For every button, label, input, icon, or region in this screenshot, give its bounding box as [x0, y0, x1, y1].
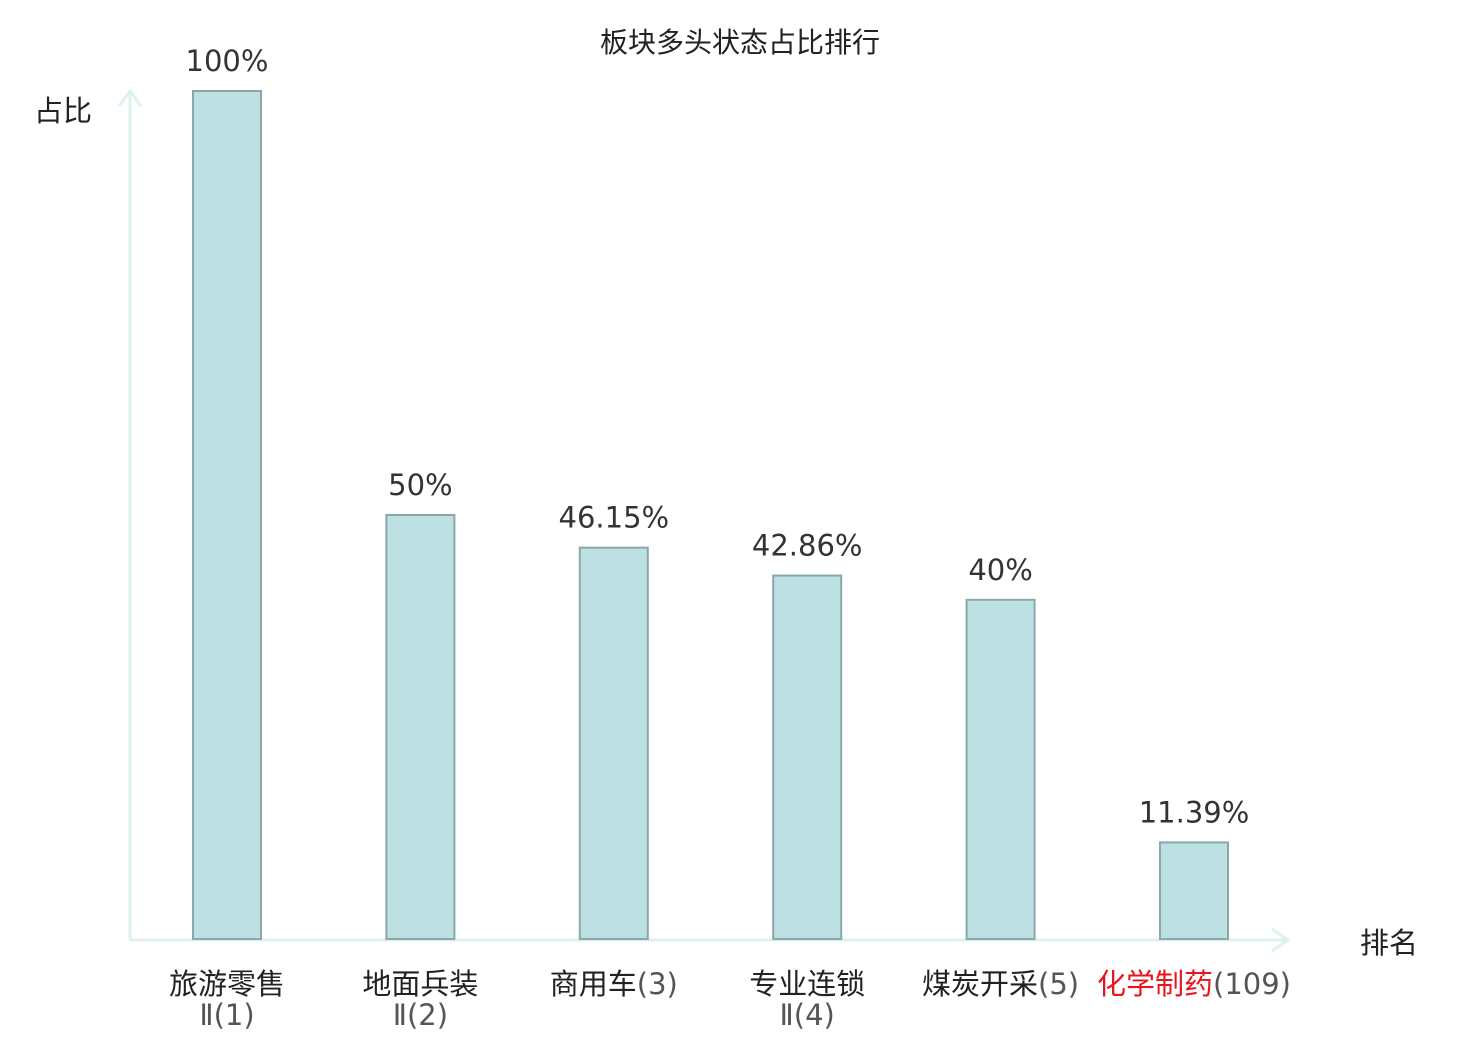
value-label-5: 40%: [968, 553, 1032, 587]
y-axis-title: 占比: [34, 94, 92, 128]
bar-5: [965, 598, 1036, 940]
axes: [117, 88, 1291, 953]
category-rank-2: Ⅱ(2): [393, 998, 448, 1032]
category-name-3: 商用车: [550, 967, 637, 1001]
category-name-4: 专业连锁: [749, 967, 865, 1001]
category-name-2: 地面兵装: [362, 967, 478, 1001]
value-label-2: 50%: [388, 468, 452, 502]
category-name-5: 煤炭开采: [922, 967, 1038, 1001]
category-label-5: 煤炭开采(5): [922, 967, 1079, 1001]
category-rank-5: (5): [1038, 967, 1079, 1001]
bar-1: [192, 90, 262, 940]
category-label-3: 商用车(3): [550, 967, 678, 1001]
value-label-1: 100%: [186, 44, 269, 78]
value-label-6: 11.39%: [1139, 795, 1250, 829]
bar-3: [578, 546, 649, 940]
category-label-6: 化学制药(109): [1097, 967, 1291, 1001]
category-rank-4: Ⅱ(4): [780, 998, 835, 1032]
value-label-4: 42.86%: [752, 529, 863, 563]
x-axis-arrow-icon: [1271, 927, 1291, 953]
bar-4: [772, 574, 843, 940]
x-axis-title: 排名: [1360, 926, 1418, 960]
value-labels-group: 100% 50% 46.15% 42.86% 40% 11.39%: [186, 44, 1250, 829]
category-rank-3: (3): [637, 967, 678, 1001]
chart-title: 板块多头状态占比排行: [600, 26, 880, 59]
category-rank-1: Ⅱ(1): [199, 998, 254, 1032]
y-axis-arrow-icon: [117, 88, 143, 107]
category-name-6: 化学制药: [1097, 967, 1213, 1001]
category-name-1: 旅游零售: [169, 967, 285, 1001]
category-rank-6: (109): [1213, 967, 1291, 1001]
bars-group: [192, 90, 1229, 940]
bar-2: [385, 514, 456, 940]
bar-6: [1159, 841, 1229, 940]
value-label-3: 46.15%: [559, 501, 670, 535]
